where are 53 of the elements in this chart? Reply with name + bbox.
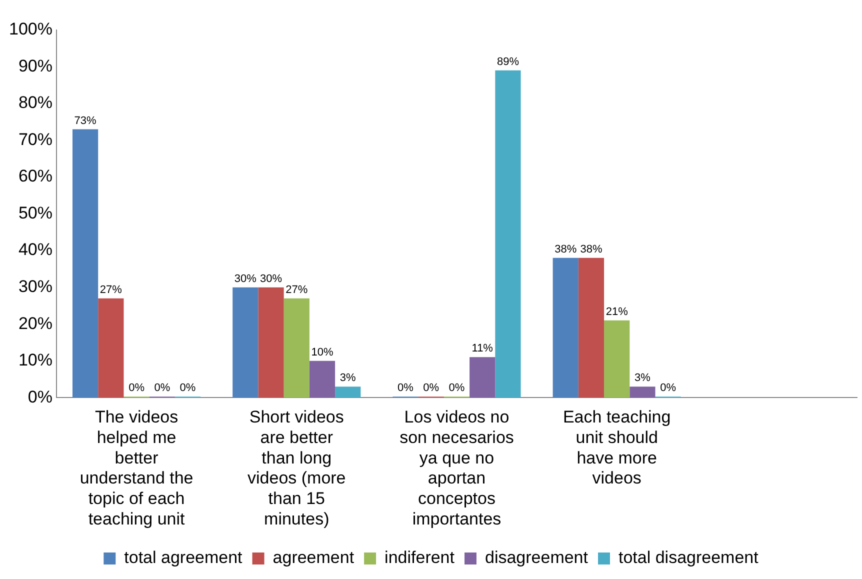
y-tick-label: 40% (18, 240, 52, 260)
data-label: 11% (472, 342, 494, 355)
data-label: 21% (606, 306, 628, 318)
y-tick-label: 80% (18, 93, 52, 112)
y-tick-label: 10% (18, 350, 52, 370)
y-tick-label: 0% (28, 387, 52, 406)
bar (604, 320, 630, 398)
y-tick-label: 70% (18, 130, 52, 149)
data-label: 73% (74, 114, 97, 127)
bar (470, 357, 496, 398)
legend-label: indiferent (384, 548, 455, 568)
bar (495, 70, 521, 398)
data-label: 38% (580, 243, 602, 256)
y-tick-label: 90% (18, 56, 52, 76)
legend-label: total agreement (124, 548, 243, 568)
bar (98, 298, 124, 398)
bar (309, 360, 336, 398)
data-label: 27% (286, 284, 308, 296)
bar (335, 386, 361, 398)
legend-label: total disagreement (618, 548, 759, 568)
x-tick-label: Short videos are better than long videos (more than 15 minutes) (248, 407, 346, 528)
x-tick-label: Each teaching unit should have more videos (562, 407, 671, 488)
bar (630, 386, 656, 398)
data-label: 0% (448, 382, 465, 394)
data-label: 30% (260, 272, 282, 285)
data-label: 0% (154, 382, 170, 394)
data-label: 0% (660, 382, 676, 394)
x-tick-label: The videos helped me better understand the topic of each teaching unit (80, 407, 194, 528)
data-label: 0% (180, 382, 196, 394)
data-label: 3% (340, 372, 356, 384)
y-tick-label: 20% (18, 314, 52, 333)
data-label: 27% (100, 284, 122, 296)
data-label: 89% (496, 56, 520, 68)
x-tick-label: Los videos no son necesarios ya que no aportan conceptos importantes (400, 407, 514, 528)
bar (284, 298, 310, 398)
data-label: 10% (311, 346, 334, 358)
y-tick-label: 60% (18, 166, 52, 186)
bar (232, 287, 258, 398)
data-label: 38% (554, 243, 577, 256)
data-label: 0% (128, 382, 145, 394)
bar (578, 258, 604, 398)
y-tick-label: 50% (18, 203, 52, 222)
y-tick-label: 30% (18, 277, 52, 296)
legend-label: disagreement (484, 548, 588, 568)
data-label: 30% (234, 272, 257, 285)
bar (552, 258, 578, 398)
y-tick-label: 100% (8, 20, 52, 39)
data-label: 0% (398, 382, 414, 394)
data-label: 0% (423, 382, 440, 394)
bar (72, 129, 98, 398)
bar (258, 287, 284, 398)
data-label: 3% (634, 372, 651, 384)
legend-label: agreement (272, 548, 354, 568)
